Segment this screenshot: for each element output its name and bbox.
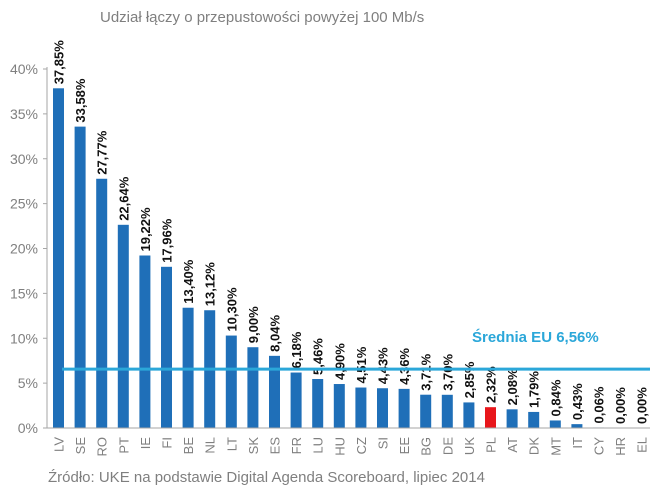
data-label-it: 0,43% [570, 383, 585, 420]
bar-fr [290, 372, 302, 428]
bar-bg [420, 394, 432, 428]
data-label-be: 13,40% [181, 259, 196, 304]
bar-ie [139, 255, 151, 428]
average-label: Średnia EU 6,56% [472, 328, 599, 346]
x-tick-label-se: SE [73, 437, 88, 455]
chart-title: Udział łączy o przepustowości powyżej 10… [100, 9, 424, 26]
x-tick-label-pl: PL [484, 437, 499, 453]
x-axis: LV SE RO PT IE FI BE NL LT SK ES FR LU HU CZ SI EE BG DE UK… [47, 427, 650, 457]
data-label-lv: 37,85% [52, 40, 67, 85]
data-label-fr: 6,18% [289, 331, 304, 368]
x-tick-label-at: AT [505, 437, 520, 453]
x-tick-label-uk: UK [462, 437, 477, 455]
data-label-ro: 27,77% [95, 130, 110, 175]
source-note: Źródło: UKE na podstawie Digital Agenda … [48, 469, 485, 486]
data-label-el: 0,00% [635, 387, 650, 424]
y-tick-label: 25% [10, 196, 38, 212]
y-tick-label: 20% [10, 241, 38, 257]
data-label-cy: 0,06% [592, 386, 607, 423]
bar-se [74, 126, 86, 428]
x-tick-label-cy: CY [592, 437, 607, 455]
x-tick-label-hr: HR [613, 437, 628, 456]
x-tick-label-be: BE [181, 437, 196, 455]
x-tick-label-de: DE [440, 437, 455, 455]
bar-pl [485, 407, 496, 428]
x-tick-label-mt: MT [548, 437, 563, 456]
x-tick-label-el: EL [635, 437, 650, 453]
bar-uk [463, 402, 475, 428]
data-label-mt: 0,84% [548, 379, 563, 416]
bar-it [571, 424, 583, 428]
bar-lu [312, 378, 324, 428]
bars [53, 88, 604, 428]
data-label-cz: 4,51% [354, 346, 369, 383]
data-label-dk: 1,79% [527, 371, 542, 408]
bar-es [269, 355, 280, 428]
bar-fi [161, 266, 172, 428]
x-tick-label-sk: SK [246, 437, 261, 455]
x-tick-label-bg: BG [419, 437, 434, 456]
bar-de [441, 394, 453, 428]
x-tick-label-nl: NL [203, 437, 218, 454]
y-tick-label: 35% [10, 106, 38, 122]
x-tick-label-lt: LT [224, 437, 239, 451]
y-tick-label: 40% [10, 61, 38, 77]
data-label-nl: 13,12% [203, 262, 218, 307]
bar-lt [225, 335, 237, 428]
x-tick-label-fi: FI [160, 437, 175, 449]
data-label-es: 8,04% [268, 315, 283, 352]
data-label-pt: 22,64% [116, 176, 131, 221]
x-tick-label-ee: EE [397, 437, 412, 455]
bar-si [377, 388, 388, 428]
data-label-pl: 2,32% [484, 366, 499, 403]
bar-at [506, 409, 518, 428]
x-tick-label-es: ES [268, 437, 283, 455]
y-axis: 0% 5% 10% 15% 20% 25% 30% 35% 40% [10, 61, 48, 436]
y-tick-label: 15% [10, 285, 38, 301]
x-tick-label-si: SI [376, 437, 391, 449]
y-tick-label: 30% [10, 151, 38, 167]
data-label-bg: 3,71% [419, 353, 434, 390]
data-label-lu: 5,46% [311, 338, 326, 375]
y-tick-label: 10% [10, 330, 38, 346]
bar-mt [549, 420, 561, 428]
x-tick-label-lu: LU [311, 437, 326, 454]
bar-pt [117, 224, 129, 428]
bar-ee [398, 388, 410, 428]
data-label-hu: 4,90% [332, 343, 347, 380]
x-tick-label-ro: RO [95, 437, 110, 457]
y-tick-label: 5% [18, 375, 38, 391]
x-tick-label-hu: HU [332, 437, 347, 456]
data-label-hr: 0,00% [613, 387, 628, 424]
bar-cz [355, 387, 367, 428]
bar-lv [53, 88, 64, 428]
bar-ro [96, 178, 108, 428]
data-labels: 37,85% 33,58% 27,77% 22,64% 19,22% 17,96% 13,4… [52, 40, 650, 424]
x-tick-label-fr: FR [289, 437, 304, 454]
data-label-sk: 9,00% [246, 306, 261, 343]
bar-sk [247, 347, 259, 428]
data-label-si: 4,43% [376, 347, 391, 384]
x-tick-label-dk: DK [527, 437, 542, 455]
x-tick-label-ie: IE [138, 437, 153, 450]
x-tick-label-lv: LV [52, 437, 67, 452]
data-label-se: 33,58% [73, 78, 88, 123]
x-tick-label-pt: PT [116, 437, 131, 454]
x-tick-label-it: IT [570, 437, 585, 449]
bar-dk [528, 411, 540, 428]
data-label-fi: 17,96% [160, 218, 175, 263]
data-label-de: 3,70% [440, 353, 455, 390]
data-label-lt: 10,30% [224, 287, 239, 332]
data-label-ee: 4,36% [397, 348, 412, 385]
data-label-uk: 2,85% [462, 361, 477, 398]
bar-hu [333, 384, 345, 428]
data-label-ie: 19,22% [138, 207, 153, 252]
y-tick-label: 0% [18, 420, 38, 436]
x-tick-label-cz: CZ [354, 437, 369, 454]
data-label-at: 2,08% [505, 368, 520, 405]
